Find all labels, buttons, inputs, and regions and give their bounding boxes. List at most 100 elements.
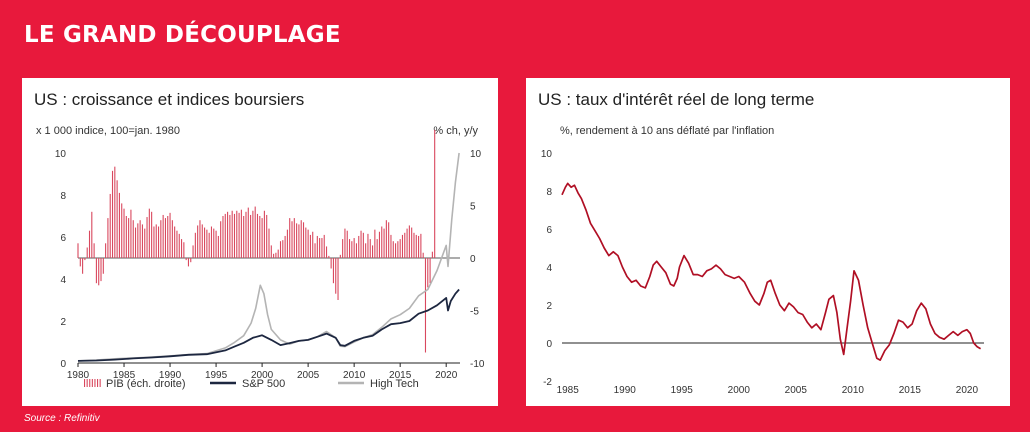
- gdp-bar: [153, 226, 155, 258]
- y-tick-right: 5: [470, 202, 476, 213]
- gdp-bar: [342, 239, 344, 258]
- gdp-bar: [146, 217, 148, 258]
- y-tick-right: -5: [470, 307, 479, 318]
- gdp-bar: [199, 220, 201, 258]
- gdp-bar: [123, 208, 125, 258]
- gdp-bar: [358, 235, 360, 258]
- gdp-bar: [93, 243, 95, 258]
- gdp-bar: [77, 243, 79, 258]
- gdp-bar: [355, 243, 357, 258]
- gdp-bar: [141, 224, 143, 258]
- gdp-bar: [167, 216, 169, 258]
- gdp-bar: [374, 229, 376, 258]
- x-tick-label: 2015: [389, 370, 412, 381]
- gdp-bar: [325, 246, 328, 258]
- gdp-bar: [383, 228, 385, 258]
- gdp-bar: [413, 232, 415, 258]
- x-tick-label: 2020: [435, 370, 458, 381]
- gdp-bar: [210, 226, 213, 258]
- x-tick-label: 1995: [205, 370, 228, 381]
- gdp-bar: [215, 230, 217, 258]
- gdp-bar: [275, 252, 277, 258]
- y-tick-label: 8: [546, 187, 552, 198]
- gdp-bar: [319, 238, 321, 258]
- gdp-bar: [206, 229, 208, 258]
- gdp-bar: [392, 241, 394, 258]
- gdp-bar: [157, 226, 160, 258]
- gdp-bar: [224, 213, 226, 258]
- x-tick-label: 1990: [614, 385, 637, 396]
- gdp-bar: [261, 218, 263, 258]
- gdp-bar: [109, 193, 111, 258]
- gdp-bar: [305, 227, 307, 258]
- gdp-bar: [190, 258, 192, 263]
- x-tick-label: 2015: [899, 385, 922, 396]
- right-axis-label: % ch, y/y: [433, 125, 478, 137]
- gdp-bar: [132, 220, 134, 258]
- gdp-bar: [429, 258, 431, 284]
- x-tick-label: 2000: [251, 370, 274, 381]
- gdp-bar: [273, 253, 275, 258]
- gdp-bar: [337, 258, 339, 300]
- y-tick-label: 4: [546, 263, 552, 274]
- gdp-bar: [134, 227, 137, 258]
- gdp-bar: [422, 252, 424, 258]
- gdp-bar: [397, 241, 399, 258]
- gdp-bar: [335, 258, 337, 294]
- gdp-bar: [431, 251, 433, 258]
- gdp-bar: [434, 129, 436, 258]
- x-tick-label: 1995: [671, 385, 694, 396]
- gdp-bar: [312, 231, 314, 258]
- gdp-bar: [367, 233, 369, 258]
- gdp-bar: [256, 213, 259, 258]
- gdp-bar: [169, 212, 171, 258]
- legend-swatch-gdp: [91, 379, 93, 387]
- gdp-bar: [344, 228, 346, 258]
- gdp-bar: [365, 243, 367, 258]
- y-tick-right: -10: [470, 359, 485, 370]
- gdp-bar: [254, 206, 256, 258]
- gdp-bar: [229, 214, 231, 258]
- gdp-bar: [395, 243, 397, 258]
- legend-label-sp500: S&P 500: [242, 378, 285, 390]
- gdp-bar: [185, 258, 187, 261]
- gdp-bar: [217, 235, 219, 258]
- legend-label-gdp: PIB (éch. droite): [106, 378, 185, 390]
- gdp-bar: [125, 216, 127, 258]
- gdp-bar: [293, 218, 295, 258]
- gdp-bar: [88, 230, 91, 258]
- gdp-bar: [307, 229, 309, 258]
- real-rate-chart: %, rendement à 10 ans déflaté par l'infl…: [541, 125, 984, 396]
- gdp-bar: [238, 212, 240, 258]
- gdp-bar: [376, 239, 378, 258]
- gdp-bar: [181, 239, 183, 258]
- gdp-bar: [139, 220, 141, 258]
- gdp-bar: [289, 218, 291, 258]
- gdp-bar: [91, 211, 93, 258]
- gdp-bar: [404, 232, 406, 258]
- x-tick-label: 1985: [113, 370, 136, 381]
- legend-swatch-gdp: [94, 379, 96, 387]
- legend-swatch-gdp: [89, 379, 91, 387]
- gdp-bar: [362, 232, 364, 258]
- gdp-bar: [259, 216, 261, 258]
- gdp-bar: [114, 166, 116, 258]
- gdp-bar: [369, 239, 371, 258]
- gdp-bar: [137, 223, 139, 258]
- gdp-bar: [79, 258, 81, 267]
- gdp-bar: [348, 239, 351, 258]
- page-title: LE GRAND DÉCOUPLAGE: [24, 22, 341, 48]
- gdp-bar: [192, 245, 194, 258]
- y-tick-left: 6: [60, 233, 66, 244]
- y-tick-label: 10: [541, 149, 553, 160]
- chart-panel-real-rate: US : taux d'intérêt réel de long terme %…: [526, 78, 1010, 406]
- growth-indices-chart: x 1 000 indice, 100=jan. 1980 % ch, y/y 0 2…: [36, 125, 485, 390]
- gdp-bar: [279, 241, 282, 258]
- gdp-bar: [351, 241, 353, 258]
- gdp-bar: [98, 258, 100, 286]
- y-tick-left: 4: [60, 275, 66, 286]
- gdp-bar: [171, 220, 173, 258]
- gdp-bar: [208, 232, 210, 258]
- gdp-bar: [268, 228, 270, 258]
- gdp-bar: [401, 234, 404, 258]
